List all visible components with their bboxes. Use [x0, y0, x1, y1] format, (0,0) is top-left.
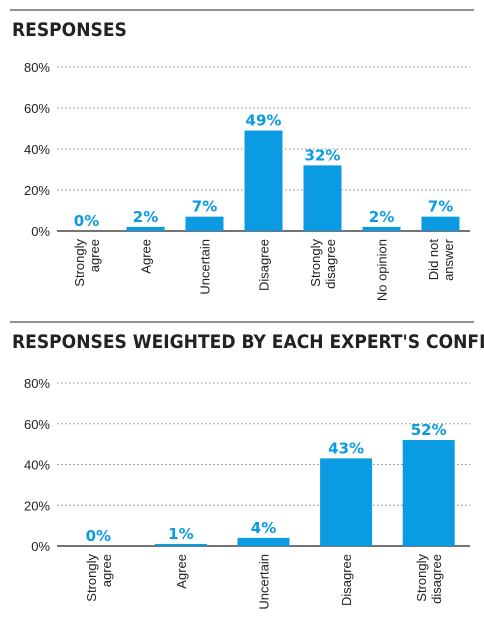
y-tick-label: 60%: [24, 417, 50, 432]
x-tick-label: Disagree: [339, 554, 354, 606]
bar: [421, 216, 460, 231]
value-label: 7%: [192, 198, 217, 216]
value-label: 43%: [328, 439, 364, 457]
value-label: 2%: [133, 208, 158, 226]
y-tick-label: 60%: [24, 101, 50, 116]
x-tick-label: No opinion: [375, 239, 390, 301]
y-tick-label: 40%: [24, 142, 50, 157]
bar: [185, 216, 224, 231]
x-tick-label: Did notanswer: [426, 238, 456, 281]
value-label: 0%: [74, 212, 99, 230]
y-tick-label: 20%: [24, 498, 50, 513]
bar: [320, 458, 373, 546]
y-tick-label: 0%: [31, 539, 50, 554]
bar: [237, 537, 290, 546]
bar: [126, 226, 165, 231]
chart-title: RESPONSES: [12, 19, 127, 41]
y-tick-label: 80%: [24, 60, 50, 75]
value-label: 32%: [305, 146, 341, 164]
x-tick-label: Stronglyagree: [84, 554, 114, 602]
x-tick-label: Stronglyagree: [72, 239, 102, 287]
x-tick-label: Uncertain: [257, 554, 272, 610]
value-label: 52%: [411, 421, 447, 439]
x-tick-label: Uncertain: [198, 239, 213, 295]
x-tick-label: Disagree: [257, 239, 272, 291]
chart-title: RESPONSES WEIGHTED BY EACH EXPERT'S CONF…: [12, 331, 484, 353]
x-tick-label: Stronglydisagree: [308, 239, 338, 289]
value-label: 49%: [246, 112, 282, 130]
bar: [303, 165, 342, 231]
bar: [244, 130, 283, 231]
bar: [154, 543, 207, 546]
bar: [402, 440, 455, 546]
value-label: 7%: [428, 198, 453, 216]
x-tick-label: Agree: [174, 554, 189, 589]
value-label: 0%: [86, 527, 111, 545]
x-tick-label: Agree: [139, 239, 154, 274]
value-label: 4%: [251, 519, 276, 537]
bar: [362, 226, 401, 231]
y-tick-label: 80%: [24, 376, 50, 391]
y-tick-label: 40%: [24, 458, 50, 473]
y-tick-label: 0%: [31, 224, 50, 239]
value-label: 1%: [168, 525, 193, 543]
value-label: 2%: [369, 208, 394, 226]
y-tick-label: 20%: [24, 183, 50, 198]
x-tick-label: Stronglydisagree: [414, 554, 444, 604]
